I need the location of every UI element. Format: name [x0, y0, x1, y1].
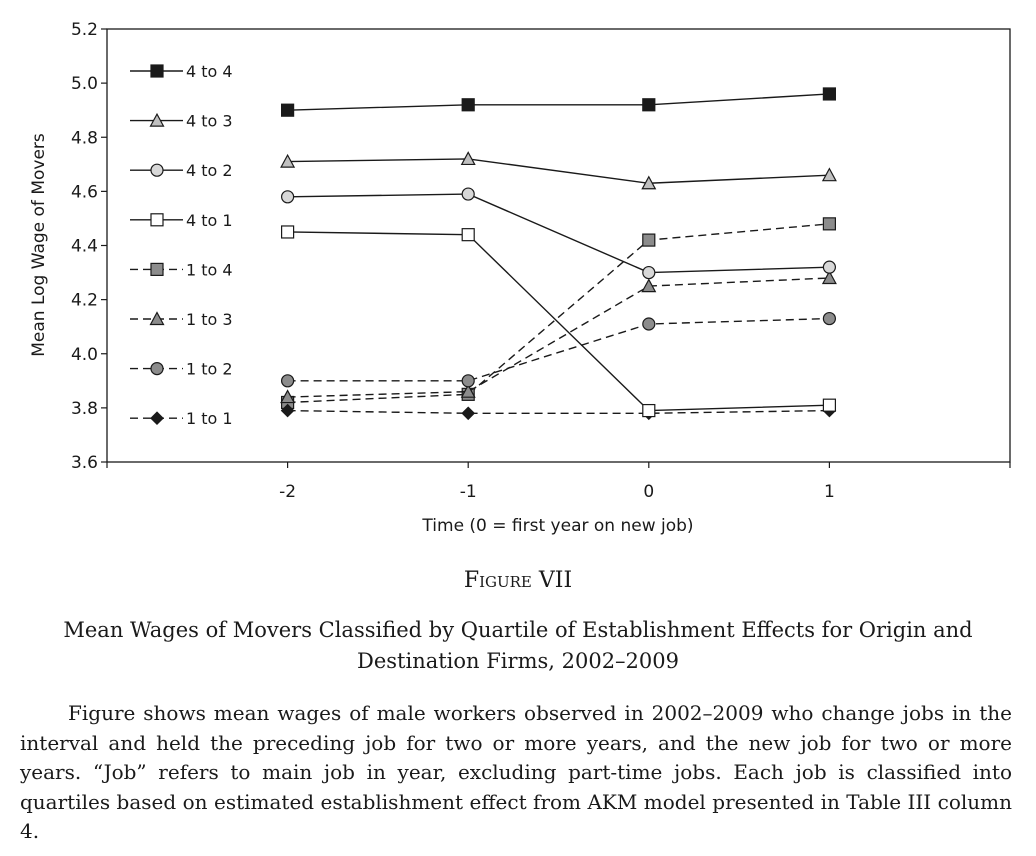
- series-4-to-2: [281, 187, 837, 280]
- series-4-to-1: [281, 225, 837, 418]
- series-line: [287, 223, 830, 404]
- legend-label: 1 to 4: [186, 260, 233, 279]
- series-1-to-3: [280, 270, 837, 404]
- x-axis: -2 -1 0 1: [106, 462, 1011, 502]
- series-1-to-2: [281, 311, 837, 388]
- legend-item: 1 to 2: [130, 360, 233, 379]
- data-point: [461, 228, 475, 242]
- legend-label: 4 to 1: [186, 211, 233, 230]
- data-point: [821, 167, 837, 182]
- figure-label: Figure VII: [463, 568, 573, 593]
- legend-item: 1 to 1: [130, 409, 233, 428]
- data-point: [822, 311, 837, 326]
- y-tick-label: 5.2: [71, 20, 98, 40]
- data-point: [821, 270, 837, 285]
- figure-title: Mean Wages of Movers Classified by Quart…: [63, 618, 973, 673]
- data-point: [822, 217, 837, 231]
- y-tick-label: 4.2: [71, 291, 98, 311]
- legend-marker: [149, 311, 165, 326]
- y-axis-title: Mean Log Wage of Movers: [29, 133, 49, 357]
- data-point: [461, 374, 475, 388]
- legend-label: 1 to 2: [186, 360, 233, 379]
- figure-note: Figure shows mean wages of male workers …: [20, 701, 1012, 843]
- y-tick-label: 4.4: [71, 237, 98, 257]
- data-point: [281, 374, 295, 388]
- legend-label: 4 to 4: [186, 62, 233, 81]
- series-1-to-4: [281, 217, 837, 410]
- data-point: [281, 225, 295, 239]
- data-point: [461, 187, 475, 201]
- y-tick-label: 3.6: [71, 453, 98, 473]
- data-point: [460, 383, 476, 398]
- data-point: [461, 406, 476, 421]
- series-line: [287, 409, 830, 414]
- data-point: [280, 389, 296, 404]
- chart: 3.6 3.8 4.0 4.2 4.4 4.6 4.8 5.0 5.2 -2 -1 0 1 Mean …: [29, 20, 1011, 536]
- legend-marker: [150, 362, 164, 376]
- legend-marker: [150, 262, 164, 276]
- legend-marker: [150, 411, 164, 426]
- data-point: [460, 151, 476, 166]
- data-point: [461, 98, 475, 112]
- data-point: [642, 233, 656, 247]
- legend-marker: [150, 64, 164, 78]
- legend-item: 1 to 3: [130, 310, 233, 329]
- legend: 4 to 4 4 to 3 4 to 2 4 to 1 1 to 4 1 to 3 1 to…: [130, 62, 233, 428]
- x-tick-label: 0: [643, 482, 654, 502]
- x-tick-label: 1: [824, 482, 835, 502]
- x-tick-label: -2: [279, 482, 296, 502]
- data-point: [641, 175, 657, 190]
- legend-label: 4 to 3: [186, 112, 233, 131]
- data-point: [642, 403, 656, 418]
- legend-marker: [150, 163, 164, 177]
- data-point: [280, 153, 296, 168]
- legend-item: 4 to 4: [130, 62, 233, 81]
- series-line: [287, 158, 830, 184]
- legend-item: 4 to 3: [130, 112, 233, 131]
- y-tick-label: 3.8: [71, 399, 98, 419]
- legend-label: 1 to 1: [186, 409, 233, 428]
- y-tick-label: 5.0: [71, 74, 98, 94]
- data-point: [281, 190, 295, 204]
- legend-label: 1 to 3: [186, 310, 233, 329]
- legend-label: 4 to 2: [186, 161, 233, 180]
- x-axis-title: Time (0 = first year on new job): [421, 516, 693, 536]
- data-point: [642, 317, 656, 331]
- legend-item: 4 to 2: [130, 161, 233, 180]
- legend-marker: [150, 213, 164, 227]
- data-point: [822, 260, 837, 274]
- series-4-to-3: [280, 151, 837, 190]
- data-point: [642, 265, 656, 280]
- data-point: [822, 87, 837, 101]
- plot-frame: [106, 28, 1011, 463]
- x-tick-label: -1: [460, 482, 477, 502]
- series-line: [287, 193, 830, 274]
- series-line: [287, 277, 830, 398]
- series-line: [287, 317, 830, 382]
- series-line: [287, 93, 830, 111]
- data-point: [280, 403, 295, 418]
- series-4-to-4: [281, 87, 837, 117]
- series-line: [287, 231, 830, 412]
- data-point: [641, 278, 657, 293]
- data-point: [281, 103, 295, 117]
- series-layer: [280, 87, 837, 421]
- data-point: [642, 98, 656, 112]
- y-tick-label: 4.0: [71, 345, 98, 365]
- legend-item: 4 to 1: [130, 211, 233, 230]
- legend-item: 1 to 4: [130, 260, 233, 279]
- y-tick-label: 4.8: [71, 128, 98, 148]
- y-axis: 3.6 3.8 4.0 4.2 4.4 4.6 4.8 5.0 5.2: [71, 20, 107, 473]
- y-tick-label: 4.6: [71, 182, 98, 202]
- legend-marker: [149, 112, 165, 127]
- data-point: [822, 398, 837, 412]
